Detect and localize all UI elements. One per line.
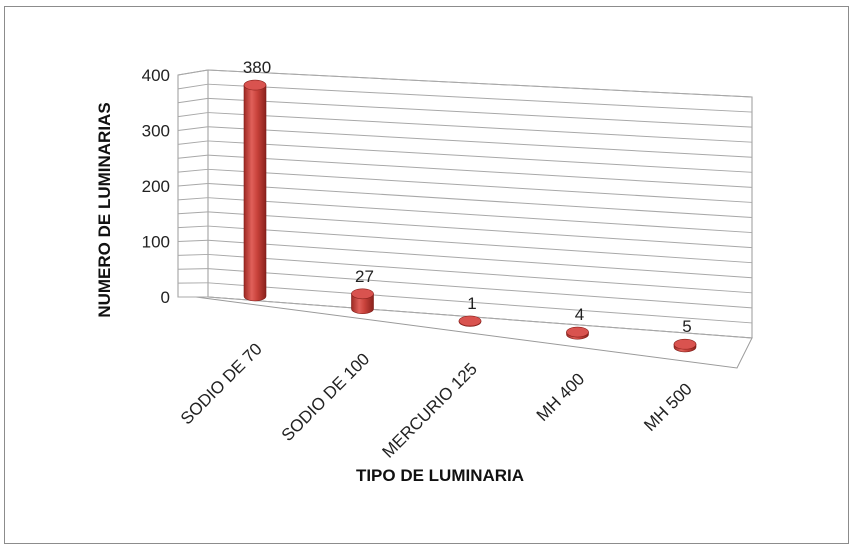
y-tick-label: 300 (142, 122, 170, 141)
gridlines (177, 69, 753, 339)
back-wall (207, 69, 753, 339)
gridline-side (177, 197, 209, 201)
gridline-side (177, 126, 209, 131)
gridline (207, 112, 753, 143)
y-tick-labels: 0 100 200 300 400 (142, 66, 170, 307)
gridline (207, 140, 753, 173)
bar (243, 79, 267, 302)
gridline (207, 225, 753, 264)
gridline (207, 69, 753, 98)
gridline-side (177, 225, 209, 229)
category-label: MH 500 (640, 379, 696, 435)
gridline-side (177, 112, 209, 118)
data-labels: 380 27 1 4 5 (243, 58, 692, 336)
gridline-side (177, 154, 209, 159)
gridline (207, 168, 753, 203)
y-tick-label: 200 (142, 177, 170, 196)
gridline (207, 211, 753, 249)
bar (566, 326, 589, 340)
gridline (207, 282, 753, 324)
data-label: 380 (243, 58, 271, 77)
bar (458, 315, 482, 327)
gridline-side (177, 239, 209, 242)
x-axis-title: TIPO DE LUMINARIA (356, 466, 524, 485)
gridline-side (177, 69, 209, 76)
data-label: 4 (575, 305, 584, 324)
gridline-side (177, 140, 209, 145)
category-label: MH 400 (533, 369, 589, 425)
gridline (207, 268, 753, 309)
y-axis-title: NUMERO DE LUMINARIAS (95, 102, 114, 317)
category-label: MERCURIO 125 (379, 359, 481, 461)
gridline-side (177, 168, 209, 173)
gridline-side (177, 253, 209, 256)
gridline-side (177, 83, 209, 90)
data-label: 5 (682, 317, 691, 336)
bar (673, 338, 697, 353)
data-label: 1 (467, 294, 476, 313)
gridline-side (177, 211, 209, 215)
bars (243, 79, 697, 353)
gridline (207, 197, 753, 234)
y-tick-label: 100 (142, 233, 170, 252)
bar (351, 288, 374, 315)
gridline (207, 239, 753, 279)
gridline (207, 183, 753, 218)
gridline-side (177, 183, 209, 187)
gridline (207, 126, 753, 158)
category-label: SODIO DE 70 (177, 339, 266, 428)
gridline (207, 154, 753, 188)
gridline (207, 253, 753, 294)
y-tick-label: 400 (142, 66, 170, 85)
category-label: SODIO DE 100 (278, 349, 374, 445)
gridline-side (177, 268, 209, 270)
category-labels: SODIO DE 70 SODIO DE 100 MERCURIO 125 MH 40… (177, 339, 696, 461)
y-tick-label: 0 (161, 288, 170, 307)
gridline (207, 296, 753, 339)
gridline-side (177, 97, 209, 104)
gridline (207, 83, 753, 113)
data-label: 27 (355, 267, 374, 286)
gridline (207, 97, 753, 128)
